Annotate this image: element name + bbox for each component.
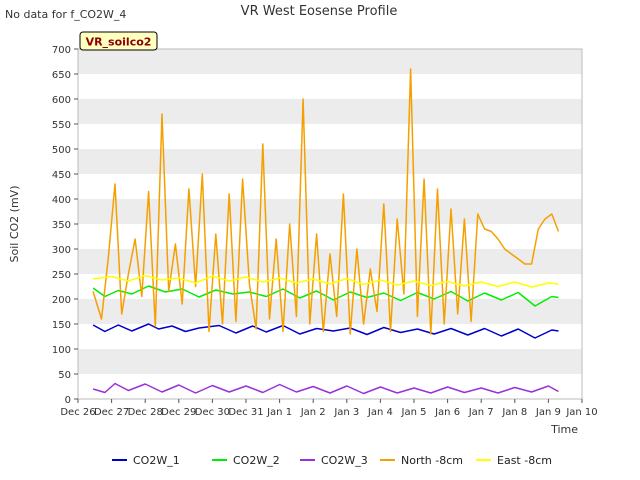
x-tick-label: Jan 10 bbox=[565, 407, 597, 418]
legend: CO2W_1 CO2W_2 CO2W_3 North -8cm East -8cm bbox=[112, 454, 552, 467]
chart-title: VR West Eosense Profile bbox=[241, 4, 398, 19]
x-tick-label: Jan 1 bbox=[266, 407, 292, 418]
grid-band bbox=[78, 349, 582, 374]
x-tick-label: Jan 7 bbox=[468, 407, 494, 418]
x-tick-label: Dec 31 bbox=[228, 407, 263, 418]
y-tick-label: 300 bbox=[52, 245, 71, 256]
y-tick-label: 0 bbox=[65, 395, 71, 406]
y-tick-label: 500 bbox=[52, 145, 71, 156]
series-line-co2w-2 bbox=[92, 285, 559, 307]
legend-label-co2w-2: CO2W_2 bbox=[233, 454, 280, 467]
y-tick-label: 700 bbox=[52, 45, 71, 56]
site-badge-label: VR_soilco2 bbox=[86, 36, 152, 49]
legend-label-east-8cm: East -8cm bbox=[497, 454, 552, 467]
y-tick-label: 400 bbox=[52, 195, 71, 206]
grid-band bbox=[78, 149, 582, 174]
x-tick-label: Jan 2 bbox=[300, 407, 326, 418]
plot-background-bands bbox=[78, 49, 582, 374]
y-tick-label: 600 bbox=[52, 95, 71, 106]
x-tick-label: Jan 5 bbox=[401, 407, 427, 418]
legend-label-co2w-1: CO2W_1 bbox=[133, 454, 180, 467]
series-line-co2w-1 bbox=[92, 323, 559, 339]
grid-band bbox=[78, 49, 582, 74]
x-tick-label: Dec 28 bbox=[128, 407, 163, 418]
legend-label-north-8cm: North -8cm bbox=[401, 454, 463, 467]
series-lines bbox=[92, 68, 560, 395]
y-tick-label: 250 bbox=[52, 270, 71, 281]
x-tick-label: Dec 26 bbox=[60, 407, 95, 418]
grid-band bbox=[78, 199, 582, 224]
site-badge: VR_soilco2 bbox=[79, 31, 158, 51]
y-tick-label: 650 bbox=[52, 70, 71, 81]
x-axis-label: Time bbox=[550, 423, 578, 436]
y-tick-label: 50 bbox=[58, 370, 71, 381]
y-tick-label: 350 bbox=[52, 220, 71, 231]
x-tick-label: Dec 27 bbox=[94, 407, 129, 418]
y-axis-label: Soil CO2 (mV) bbox=[8, 186, 21, 263]
x-tick-label: Jan 9 bbox=[535, 407, 561, 418]
series-line-east-8cm bbox=[92, 274, 559, 288]
legend-label-co2w-3: CO2W_3 bbox=[321, 454, 368, 467]
series-line-north-8cm bbox=[92, 68, 560, 335]
y-tick-label: 200 bbox=[52, 295, 71, 306]
y-tick-label: 150 bbox=[52, 320, 71, 331]
x-tick-label: Jan 6 bbox=[434, 407, 460, 418]
no-data-note: No data for f_CO2W_4 bbox=[5, 8, 126, 21]
grid-band bbox=[78, 299, 582, 324]
grid-band bbox=[78, 99, 582, 124]
x-tick-label: Dec 30 bbox=[195, 407, 230, 418]
series-line-co2w-3 bbox=[92, 382, 559, 395]
x-tick-label: Jan 4 bbox=[367, 407, 393, 418]
y-tick-label: 550 bbox=[52, 120, 71, 131]
y-tick-label: 450 bbox=[52, 170, 71, 181]
y-tick-label: 100 bbox=[52, 345, 71, 356]
x-tick-label: Dec 29 bbox=[161, 407, 196, 418]
y-axis: 0 50 100 150 200 250 300 350 400 450 500 550 600 650 7… bbox=[52, 45, 78, 406]
x-tick-label: Jan 3 bbox=[333, 407, 359, 418]
x-tick-label: Jan 8 bbox=[501, 407, 527, 418]
